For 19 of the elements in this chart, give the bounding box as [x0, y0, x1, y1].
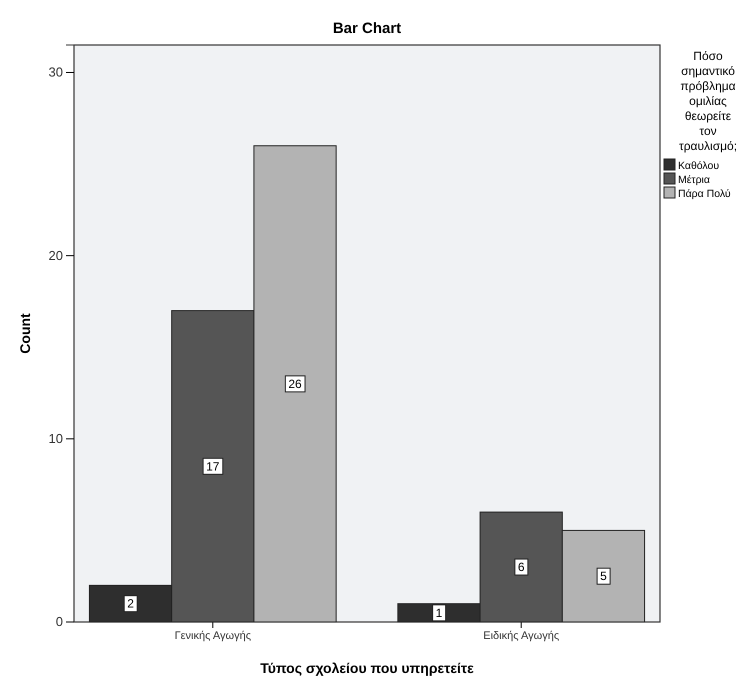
- y-tick-label: 30: [48, 64, 63, 80]
- data-label: 5: [600, 569, 608, 584]
- chart-title: Bar Chart: [332, 20, 402, 37]
- y-tick-label: 20: [48, 248, 63, 263]
- y-tick-label: 0: [56, 614, 63, 630]
- x-axis-title: Τύπος σχολείου που υπηρετείτε: [260, 660, 474, 676]
- data-label: 1: [436, 606, 443, 620]
- legend-label: Πάρα Πολύ: [678, 188, 731, 200]
- x-tick-label: Γενικής Αγωγής: [174, 630, 251, 642]
- legend-label: Καθόλου: [678, 160, 720, 172]
- y-axis-title: Count: [17, 312, 33, 354]
- data-label: 6: [518, 560, 525, 574]
- y-tick-label: 10: [48, 430, 63, 446]
- legend-title: Πόσο σημαντικό πρόβλημα ομιλίας θεωρείτε τον τραυλισμό;: [678, 49, 738, 153]
- legend-label: Μέτρια: [678, 174, 710, 186]
- x-tick-label: Ειδικής Αγωγής: [483, 630, 560, 642]
- data-label: 17: [206, 459, 220, 474]
- data-label: 2: [127, 596, 134, 611]
- data-label: 26: [288, 376, 302, 391]
